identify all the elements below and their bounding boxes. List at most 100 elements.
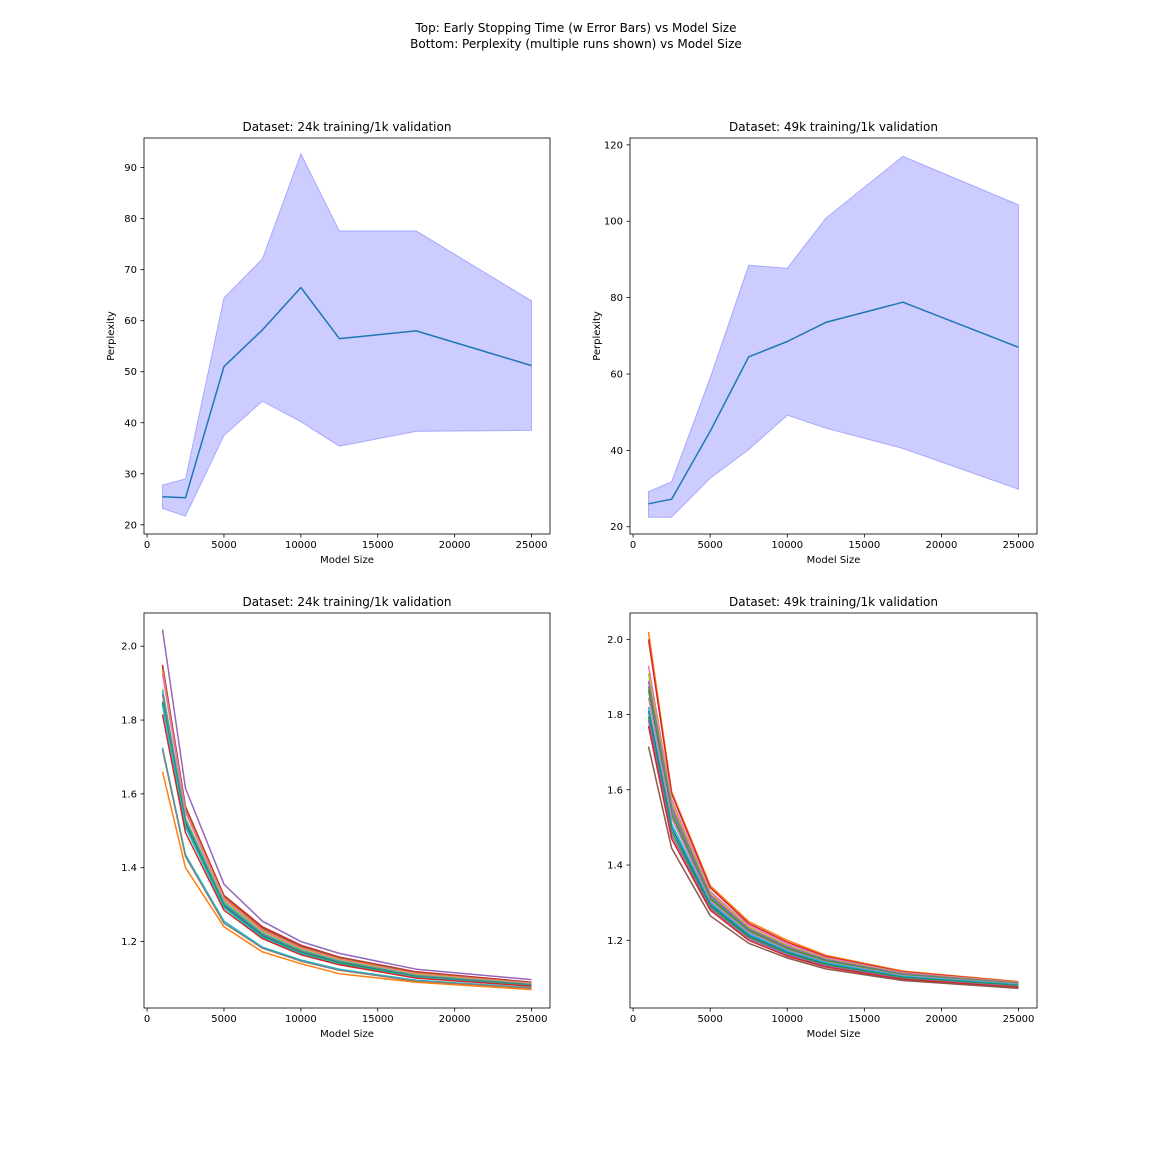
series-line-2 [647, 639, 1019, 983]
x-tick-label: 20000 [926, 540, 958, 551]
series-line-14 [161, 749, 532, 989]
y-tick-label: 20 [610, 522, 623, 533]
chart-title: Dataset: 24k training/1k validation [243, 595, 452, 609]
series-line-6 [647, 686, 1019, 985]
series-line-3 [161, 666, 532, 984]
series-line-4 [647, 673, 1019, 984]
chart-title: Dataset: 24k training/1k validation [243, 120, 452, 134]
series-line-3 [647, 665, 1019, 984]
y-tick-label: 100 [604, 217, 623, 228]
x-tick-label: 5000 [697, 1014, 722, 1025]
y-tick-label: 60 [610, 369, 623, 380]
x-axis-label: Model Size [320, 555, 374, 566]
y-tick-label: 40 [124, 418, 137, 429]
chart-title: Dataset: 49k training/1k validation [729, 595, 938, 609]
x-tick-label: 10000 [771, 540, 803, 551]
x-tick-label: 15000 [362, 540, 394, 551]
suptitle-line-2: Bottom: Perplexity (multiple runs shown)… [410, 37, 742, 51]
series-line-7 [161, 690, 532, 986]
series-line-11 [161, 705, 532, 987]
x-tick-label: 25000 [1003, 1014, 1035, 1025]
y-tick-label: 50 [124, 367, 137, 378]
x-tick-label: 5000 [211, 1014, 236, 1025]
plot-frame [143, 612, 551, 1009]
x-tick-label: 10000 [285, 540, 317, 551]
x-axis-label: Model Size [807, 1029, 861, 1040]
chart-1: 0 5000 10000 15000 20000 25000 20 30 40 50 60 70 80 9… [106, 120, 551, 566]
chart-3: 0 5000 10000 15000 20000 25000 1.2 1.4 1.6 1.8 2.0… [121, 595, 551, 1040]
series-line-1 [648, 301, 1019, 505]
series-line-9 [161, 701, 532, 986]
series-line-12 [161, 714, 532, 987]
x-tick-label: 15000 [362, 1014, 394, 1025]
series-line-12 [647, 720, 1019, 988]
y-tick-label: 80 [124, 214, 137, 225]
series-line-1 [161, 629, 532, 981]
suptitle-line-1: Top: Early Stopping Time (w Error Bars) … [415, 21, 737, 35]
x-tick-label: 0 [630, 1014, 636, 1025]
x-tick-label: 5000 [697, 540, 722, 551]
error-band [648, 155, 1019, 518]
x-tick-label: 15000 [848, 1014, 880, 1025]
x-tick-label: 20000 [926, 1014, 958, 1025]
series-line-8 [161, 694, 532, 986]
chart-2: 0 5000 10000 15000 20000 25000 20 40 60 80 100 120 D… [592, 120, 1038, 566]
series-line-15 [161, 771, 532, 991]
x-tick-label: 10000 [771, 1014, 803, 1025]
series-line-13 [161, 747, 532, 989]
series-line-10 [647, 710, 1019, 987]
y-tick-label: 120 [604, 140, 623, 151]
series-line-10 [161, 703, 532, 987]
x-axis-label: Model Size [320, 1029, 374, 1040]
series-line-4 [161, 670, 532, 985]
series-line-13 [647, 725, 1019, 989]
series-line-7 [647, 689, 1019, 985]
x-tick-label: 25000 [516, 1014, 548, 1025]
y-tick-label: 60 [124, 316, 137, 327]
x-axis-label: Model Size [807, 555, 861, 566]
y-tick-label: 1.8 [607, 710, 623, 721]
series-line-1 [647, 631, 1019, 983]
y-tick-label: 80 [610, 293, 623, 304]
series-line-6 [161, 688, 532, 985]
series-line-9 [647, 706, 1019, 986]
x-tick-label: 25000 [516, 540, 548, 551]
series-line-14 [647, 746, 1019, 990]
series-line-8 [647, 697, 1019, 986]
error-band [162, 152, 532, 517]
y-tick-label: 1.6 [121, 789, 137, 800]
chart-4: 0 5000 10000 15000 20000 25000 1.2 1.4 1.6 1.8 2.0… [607, 595, 1038, 1040]
plot-frame [629, 137, 1038, 535]
x-tick-label: 0 [144, 540, 150, 551]
series-line-1 [162, 286, 532, 499]
y-tick-label: 2.0 [607, 635, 623, 646]
series-line-5 [647, 680, 1019, 984]
y-tick-label: 30 [124, 469, 137, 480]
y-tick-label: 20 [124, 520, 137, 531]
y-tick-label: 90 [124, 163, 137, 174]
y-tick-label: 1.2 [121, 937, 137, 948]
y-tick-label: 2.0 [121, 642, 137, 653]
x-tick-label: 15000 [848, 540, 880, 551]
figure-suptitle: Top: Early Stopping Time (w Error Bars) … [0, 20, 1152, 52]
x-tick-label: 0 [630, 540, 636, 551]
x-tick-label: 20000 [439, 1014, 471, 1025]
y-tick-label: 70 [124, 265, 137, 276]
y-tick-label: 1.4 [121, 863, 137, 874]
plot-frame [143, 137, 551, 535]
series-line-11 [647, 716, 1019, 987]
x-tick-label: 20000 [439, 540, 471, 551]
x-tick-label: 0 [144, 1014, 150, 1025]
y-tick-label: 40 [610, 446, 623, 457]
y-tick-label: 1.4 [607, 861, 623, 872]
chart-title: Dataset: 49k training/1k validation [729, 120, 938, 134]
series-line-2 [161, 664, 532, 983]
y-tick-label: 1.8 [121, 716, 137, 727]
x-tick-label: 10000 [285, 1014, 317, 1025]
y-axis-label: Perplexity [592, 311, 603, 361]
series-line-5 [161, 673, 532, 985]
y-tick-label: 1.2 [607, 936, 623, 947]
x-tick-label: 5000 [211, 540, 236, 551]
y-axis-label: Perplexity [106, 311, 117, 361]
